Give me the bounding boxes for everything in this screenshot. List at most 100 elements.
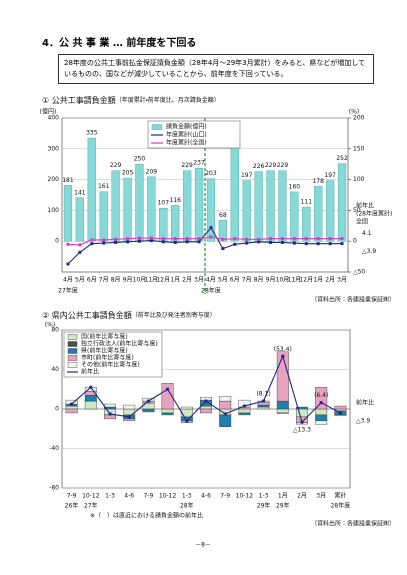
y2-tick-label: △50 (353, 269, 365, 276)
line-marker (197, 240, 201, 244)
line (67, 236, 343, 246)
line-marker (161, 240, 165, 244)
bar (182, 170, 192, 242)
bar-value-label: 181 (62, 177, 74, 184)
bar-segment (257, 404, 270, 408)
x-tick-label: 12月 (156, 277, 170, 284)
bar (111, 170, 120, 242)
bar-value-label: 116 (169, 197, 181, 204)
bar (325, 180, 335, 242)
bar-value-label: 197 (324, 172, 336, 179)
line-marker (173, 240, 177, 244)
bar-value-label: 178 (312, 178, 324, 185)
line-marker (292, 237, 296, 241)
bar (147, 176, 156, 242)
y-tick-label: 0 (55, 238, 59, 245)
bar-value-label: 107 (158, 200, 170, 207)
x-tick-label: 5月 (75, 277, 85, 284)
x-tick-label: 7-9 (220, 493, 230, 500)
line-marker (316, 242, 320, 246)
x-tick-label: 7-9 (67, 493, 77, 500)
bar (254, 171, 263, 242)
line-marker (340, 242, 344, 246)
bar-segment (276, 412, 289, 414)
bar-segment (296, 406, 308, 410)
line-marker (316, 237, 320, 241)
line-marker (78, 243, 82, 247)
annotation: 全国 (356, 218, 368, 226)
annotation: 前年比 (356, 202, 374, 210)
line-value-label: (6.4) (314, 392, 328, 399)
bar-segment (65, 408, 78, 414)
x-tick-label: 5月 (218, 277, 228, 284)
bar-segment (123, 404, 136, 410)
chart-title: ② 県内公共工事請負金額（前年比及び発注者別寄与度） (42, 310, 216, 320)
bar-segment (238, 412, 251, 416)
bar-segment (161, 412, 174, 416)
line-marker (223, 412, 227, 416)
bar-segment (238, 408, 251, 414)
y2-tick-label: 0 (353, 238, 357, 245)
line-marker (328, 242, 332, 246)
x-tick-label: 8月 (111, 277, 121, 284)
line-marker (66, 262, 70, 266)
x-tick-label: 11月 (145, 277, 159, 284)
bar (75, 197, 85, 242)
x-tick-label: 11月 (288, 277, 302, 284)
line-marker (233, 237, 237, 241)
legend-label: 県(前年比寄与度) (81, 347, 128, 355)
line-marker (66, 242, 70, 246)
line-marker (292, 241, 296, 245)
line-value-label: △3.9 (362, 248, 376, 255)
line-marker (280, 240, 284, 244)
line-marker (197, 237, 201, 241)
x-tick-label: 7月 (99, 277, 109, 284)
y-axis-label: (億円) (40, 108, 57, 116)
legend-box (147, 120, 241, 149)
legend-label: 市町(前年比寄与度) (81, 354, 134, 362)
bar-segment (104, 403, 116, 408)
bar-segment (123, 418, 136, 422)
line-marker (281, 354, 285, 358)
bar-segment (65, 405, 78, 410)
line-marker (269, 237, 273, 241)
line-marker (102, 238, 106, 242)
line-marker (328, 237, 332, 241)
x-tick-label: 1-3 (182, 493, 192, 500)
y-tick-label: 400 (48, 115, 60, 122)
x-tick-label: 7月 (242, 277, 252, 284)
bar-value-label: 161 (98, 183, 110, 190)
year-label: 27年 (84, 502, 98, 510)
y-tick-label: 80 (51, 327, 59, 334)
line-marker (166, 387, 170, 391)
year-label: 26年 (65, 502, 79, 510)
year-label: 28年度 (201, 287, 221, 295)
line-marker (114, 237, 118, 241)
legend-label: 請負金額(億円) (166, 123, 207, 131)
bar-segment (161, 383, 174, 410)
line-value-label: △13.3 (293, 427, 311, 434)
y-tick-label: -80 (49, 485, 59, 492)
line-marker (161, 237, 165, 241)
line-value-label: (53.4) (274, 346, 292, 353)
y2-tick-label: 50 (353, 207, 361, 214)
line-marker (173, 237, 177, 241)
line (67, 226, 343, 265)
bar (171, 205, 180, 242)
chart-title: ① 公共工事請負金額（年度累計・前年度比、月次請負金額） (42, 95, 220, 105)
bar (278, 170, 287, 242)
y-tick-label: -40 (49, 445, 59, 452)
line-marker (204, 399, 208, 403)
line-marker (149, 236, 153, 240)
bar-segment (315, 420, 328, 425)
annotation: 前年比 (356, 399, 374, 407)
x-tick-label: 4月 (63, 277, 73, 284)
legend-label: 年度累計(全国) (166, 139, 207, 147)
page-number: －8－ (195, 542, 211, 549)
bar-value-label: 229 (265, 162, 277, 169)
bar-value-label: 237 (193, 160, 205, 167)
line-marker (185, 237, 189, 241)
line-marker (137, 239, 141, 243)
bar (206, 178, 216, 242)
